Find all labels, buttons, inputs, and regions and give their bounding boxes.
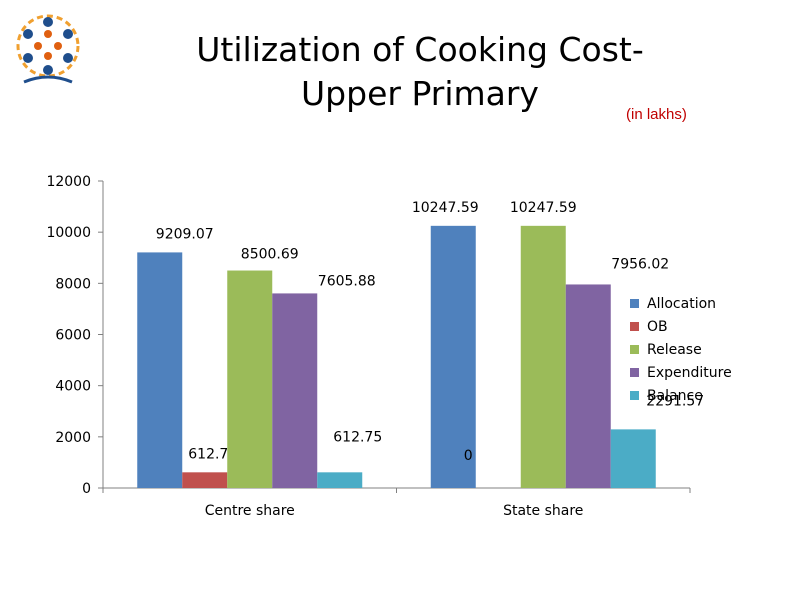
legend-label: Balance bbox=[647, 387, 703, 404]
y-tick-label: 0 bbox=[82, 481, 91, 497]
data-label: 10247.59 bbox=[412, 200, 479, 216]
data-label: 7956.02 bbox=[611, 256, 669, 272]
data-label: 612.75 bbox=[188, 446, 237, 462]
legend-swatch bbox=[630, 368, 639, 377]
chart-legend: Allocation OB Release Expenditure Balance bbox=[630, 292, 732, 407]
bar-balance bbox=[610, 429, 656, 488]
bar-release bbox=[520, 225, 566, 488]
bar-release bbox=[227, 270, 273, 488]
legend-item-allocation: Allocation bbox=[630, 292, 732, 315]
category-label: Centre share bbox=[205, 503, 295, 519]
legend-item-release: Release bbox=[630, 338, 732, 361]
legend-label: OB bbox=[647, 318, 668, 335]
legend-swatch bbox=[630, 345, 639, 354]
bar-expenditure bbox=[565, 284, 611, 488]
data-label: 2291.57 bbox=[646, 393, 704, 409]
data-label: 612.75 bbox=[333, 429, 382, 445]
legend-label: Expenditure bbox=[647, 364, 732, 381]
y-tick-label: 12000 bbox=[46, 174, 91, 190]
bar-expenditure bbox=[272, 293, 318, 488]
y-tick-label: 6000 bbox=[55, 328, 91, 344]
chart-title-line-2: Upper Primary bbox=[301, 74, 539, 113]
legend-swatch bbox=[630, 391, 639, 400]
y-tick-label: 8000 bbox=[55, 276, 91, 292]
bar-balance bbox=[317, 472, 363, 488]
chart-title: Utilization of Cooking Cost- Upper Prima… bbox=[150, 28, 690, 116]
data-label: 0 bbox=[464, 448, 473, 464]
bar-ob bbox=[182, 472, 228, 488]
bar-allocation bbox=[430, 225, 476, 488]
legend-item-ob: OB bbox=[630, 315, 732, 338]
legend-item-balance: Balance bbox=[630, 384, 732, 407]
data-label: 9209.07 bbox=[156, 226, 214, 242]
data-label: 10247.59 bbox=[510, 200, 577, 216]
mid-day-meal-logo bbox=[10, 10, 86, 94]
legend-swatch bbox=[630, 322, 639, 331]
unit-label: (in lakhs) bbox=[626, 106, 687, 123]
legend-label: Allocation bbox=[647, 295, 717, 312]
data-label: 8500.69 bbox=[241, 247, 299, 263]
legend-label: Release bbox=[647, 341, 702, 358]
chart-title-line-1: Utilization of Cooking Cost- bbox=[196, 30, 644, 69]
legend-swatch bbox=[630, 299, 639, 308]
y-tick-label: 4000 bbox=[55, 379, 91, 395]
category-label: State share bbox=[503, 503, 583, 519]
y-tick-label: 10000 bbox=[46, 225, 91, 241]
y-tick-label: 2000 bbox=[55, 430, 91, 446]
legend-item-expenditure: Expenditure bbox=[630, 361, 732, 384]
bar-allocation bbox=[137, 252, 183, 488]
data-label: 7605.88 bbox=[318, 273, 376, 289]
